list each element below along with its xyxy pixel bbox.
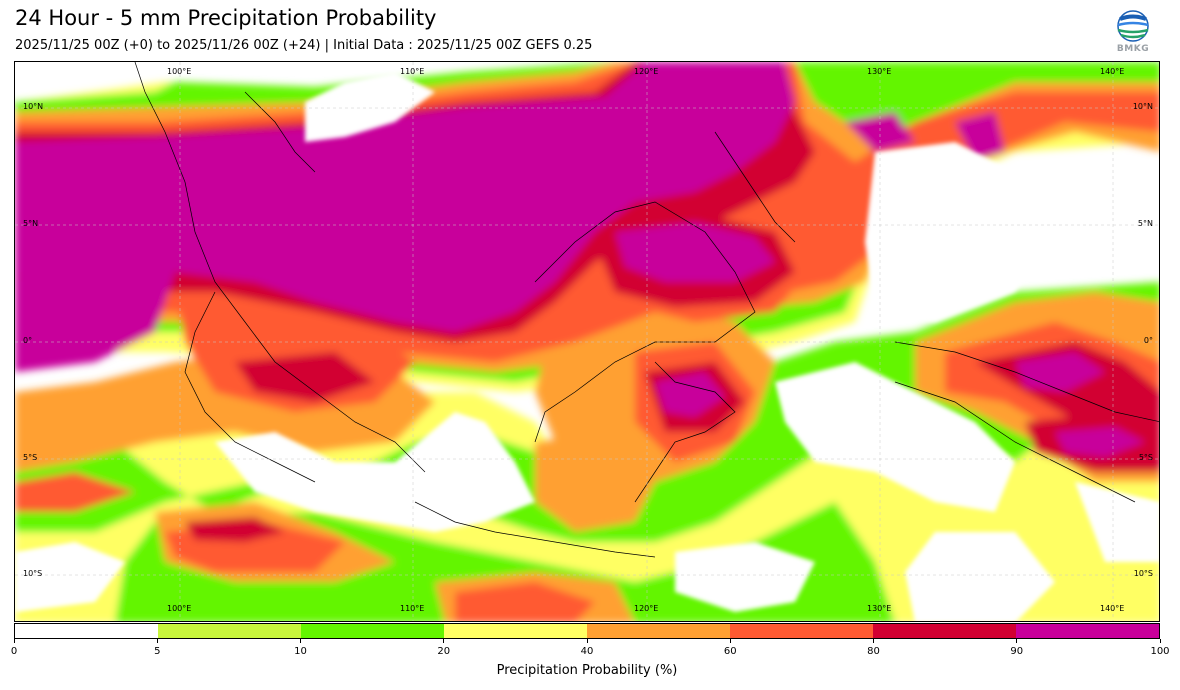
- colorbar-tick-mark: [13, 639, 15, 643]
- colorbar-tick-mark: [1159, 639, 1161, 643]
- colorbar-segment: [15, 624, 158, 638]
- colorbar-tick-label: 100: [1150, 646, 1170, 657]
- lon-label-top: 120°E: [634, 67, 659, 76]
- lon-label-bottom: 120°E: [634, 604, 659, 613]
- colorbar-tick-label: 60: [723, 646, 737, 657]
- colorbar-segment: [730, 624, 873, 638]
- map-subtitle: 2025/11/25 00Z (+0) to 2025/11/26 00Z (+…: [15, 38, 593, 53]
- colorbar-segment: [301, 624, 444, 638]
- colorbar-tick-mark: [1016, 639, 1018, 643]
- globe-icon: [1117, 10, 1149, 42]
- lat-label-right: 0°: [1143, 336, 1153, 345]
- colorbar-label: Precipitation Probability (%): [496, 663, 678, 678]
- colorbar-tick-label: 10: [294, 646, 307, 657]
- lon-label-bottom: 140°E: [1100, 604, 1125, 613]
- lat-label-left: 10°N: [23, 102, 44, 111]
- lon-label-bottom: 100°E: [167, 604, 192, 613]
- colorbar-segment: [587, 624, 730, 638]
- colorbar-segment: [444, 624, 587, 638]
- colorbar-tick-label: 5: [154, 646, 161, 657]
- lat-label-left: 5°S: [23, 453, 38, 462]
- colorbar-segment: [158, 624, 301, 638]
- lon-label-bottom: 130°E: [867, 604, 892, 613]
- lat-label-left: 0°: [23, 336, 33, 345]
- logo-text: BMKG: [1116, 44, 1150, 54]
- colorbar-tick-label: 40: [580, 646, 594, 657]
- colorbar-tick-mark: [729, 639, 731, 643]
- lat-label-left: 5°N: [23, 219, 39, 228]
- colorbar-tick-mark: [443, 639, 445, 643]
- colorbar-tick-label: 90: [1010, 646, 1024, 657]
- colorbar: [14, 623, 1160, 639]
- lat-label-right: 5°N: [1137, 219, 1153, 228]
- lon-label-bottom: 110°E: [400, 604, 425, 613]
- colorbar-segment: [873, 624, 1016, 638]
- colorbar-tick-mark: [873, 639, 874, 643]
- colorbar-tick-label: 20: [437, 646, 451, 657]
- lon-label-top: 110°E: [400, 67, 425, 76]
- lat-label-right: 5°S: [1138, 453, 1153, 462]
- lon-label-top: 140°E: [1100, 67, 1125, 76]
- lat-label-right: 10°N: [1132, 102, 1153, 111]
- map-title: 24 Hour - 5 mm Precipitation Probability: [15, 6, 437, 30]
- lat-label-left: 10°S: [23, 569, 43, 578]
- bmkg-logo: BMKG: [1113, 10, 1153, 56]
- lat-label-right: 10°S: [1133, 569, 1153, 578]
- probability-field: [15, 62, 1159, 621]
- colorbar-tick-mark: [300, 639, 301, 643]
- precipitation-map[interactable]: 100°E 110°E 120°E 130°E 140°E 100°E 110°…: [14, 61, 1160, 622]
- colorbar-tick-label: 0: [10, 646, 18, 657]
- colorbar-tick-label: 80: [867, 646, 880, 657]
- lon-label-top: 130°E: [867, 67, 892, 76]
- colorbar-tick-mark: [586, 639, 588, 643]
- colorbar-tick-mark: [156, 639, 158, 643]
- colorbar-segment: [1016, 624, 1159, 638]
- lon-label-top: 100°E: [167, 67, 192, 76]
